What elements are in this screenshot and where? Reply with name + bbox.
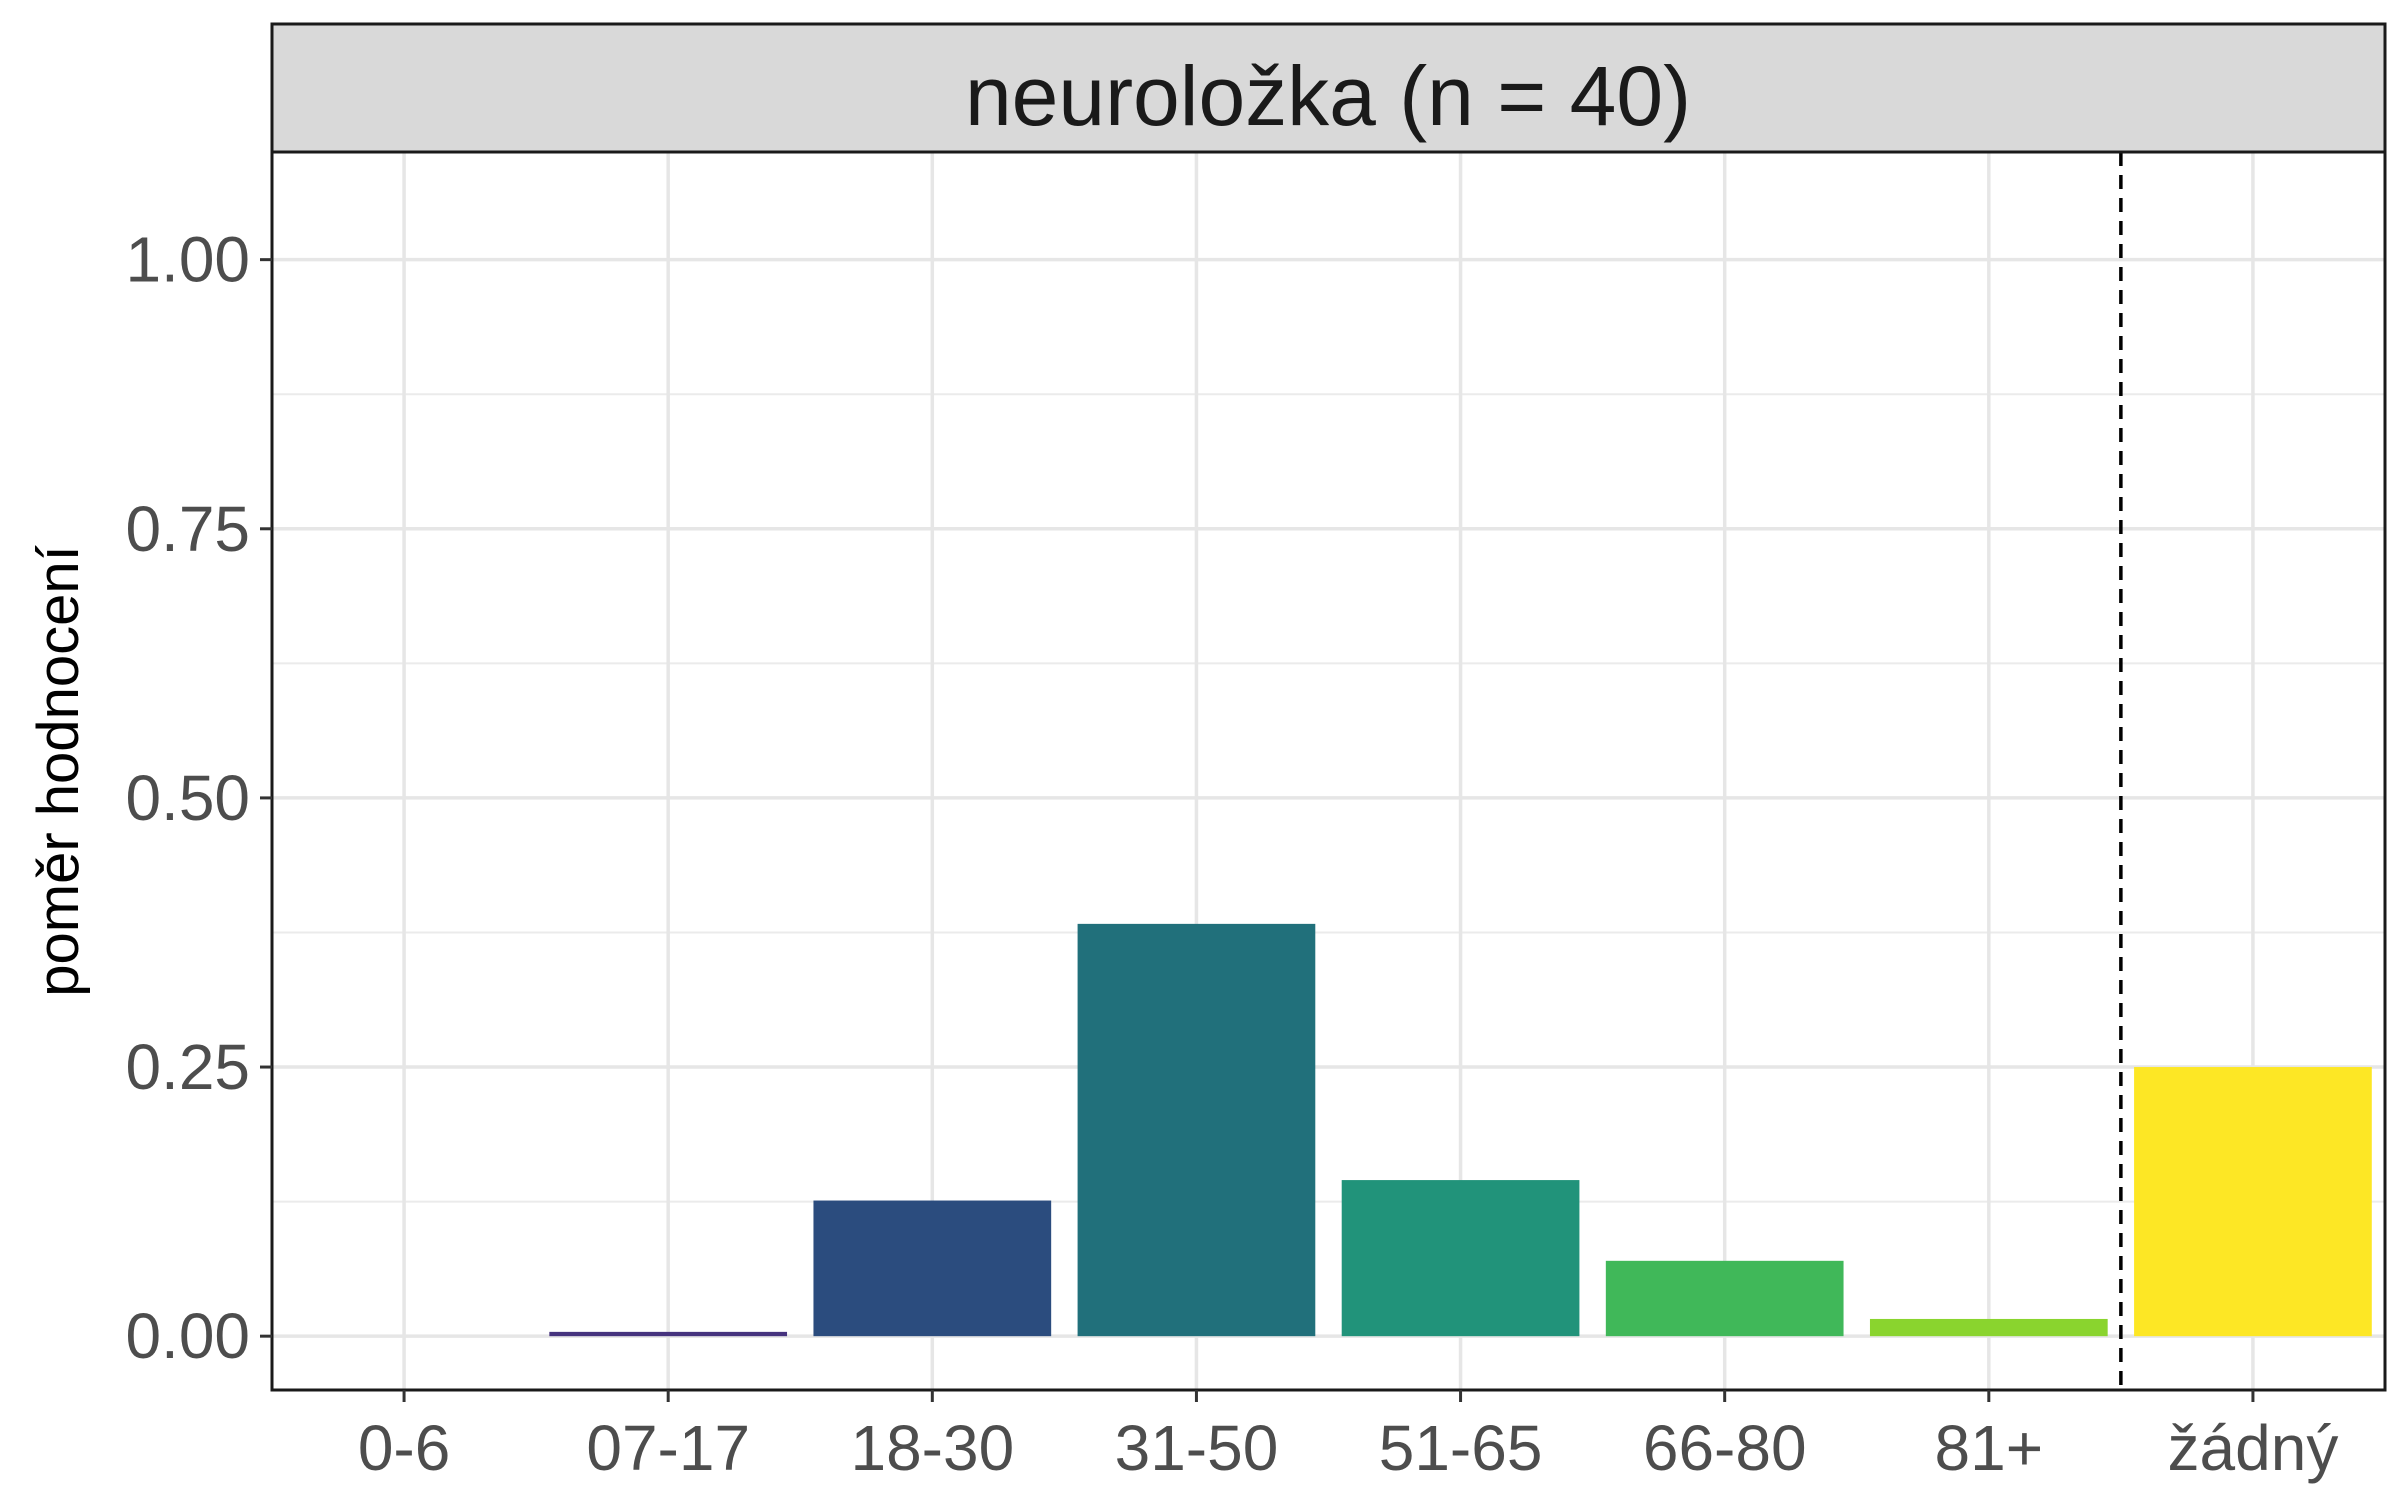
bar-81+ <box>1869 1318 2108 1337</box>
plot-panel-border <box>270 150 2387 1392</box>
y-tick-label: 0.00 <box>125 1300 250 1372</box>
chart-title: neuroložka (n = 40) <box>965 49 1691 143</box>
x-tick-label: 0-6 <box>358 1412 451 1484</box>
bar-66-80 <box>1605 1260 1844 1337</box>
bars <box>549 923 2372 1337</box>
facet-strip <box>270 22 2387 154</box>
bar-18-30 <box>813 1200 1052 1337</box>
y-tick-label: 1.00 <box>125 224 250 296</box>
x-tick-label: 07-17 <box>586 1412 750 1484</box>
x-tick-label: 66-80 <box>1643 1412 1807 1484</box>
x-tick-label: 81+ <box>1935 1412 2044 1484</box>
y-tick-label: 0.25 <box>125 1031 250 1103</box>
x-tick-label: 18-30 <box>850 1412 1014 1484</box>
y-axis: 0.00 0.25 0.50 0.75 1.00 <box>125 224 272 1372</box>
x-axis: 0-6 07-17 18-30 31-50 51-65 66-80 81+ žádný <box>358 1390 2339 1484</box>
y-axis-title: poměr hodnocení <box>26 545 91 996</box>
minor-gridlines <box>272 393 2385 1203</box>
bar-31-50 <box>1077 923 1316 1337</box>
bar-žádný <box>2134 1067 2372 1337</box>
x-tick-label: žádný <box>2168 1412 2339 1484</box>
bar-07-17 <box>549 1331 788 1337</box>
y-tick-label: 0.50 <box>125 762 250 834</box>
y-tick-label: 0.75 <box>125 493 250 565</box>
major-gridlines <box>272 152 2385 1390</box>
plot-panel <box>272 152 2385 1390</box>
bar-51-65 <box>1341 1180 1580 1337</box>
x-tick-label: 51-65 <box>1379 1412 1543 1484</box>
x-tick-label: 31-50 <box>1115 1412 1279 1484</box>
